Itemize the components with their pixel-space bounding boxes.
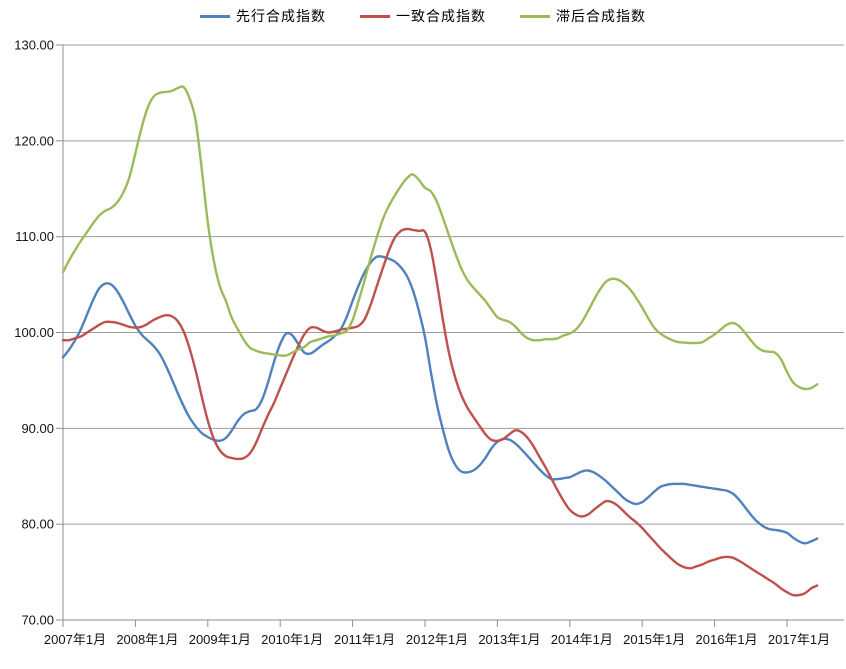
x-tick-label: 2011年1月	[334, 632, 395, 647]
x-tick-label: 2007年1月	[44, 632, 106, 647]
legend-line-swatch	[200, 14, 230, 18]
x-tick-label: 2009年1月	[189, 632, 251, 647]
leading-index-line	[61, 255, 819, 545]
x-tick-label: 2008年1月	[116, 632, 178, 647]
legend-item-leading-index[interactable]: 先行合成指数	[200, 6, 326, 26]
legend-label: 先行合成指数	[236, 8, 326, 24]
y-tick-label: 80.00	[21, 517, 54, 532]
x-tick-label: 2016年1月	[696, 632, 758, 647]
y-tick-label: 90.00	[21, 421, 54, 436]
x-tick-label: 2015年1月	[623, 632, 685, 647]
chart-legend: 先行合成指数 一致合成指数 滞后合成指数	[0, 6, 846, 26]
legend-label: 一致合成指数	[396, 8, 486, 24]
legend-line-swatch	[360, 14, 390, 18]
x-tick-label: 2010年1月	[261, 632, 323, 647]
lagging-index-line	[61, 85, 819, 391]
x-tick-label: 2012年1月	[406, 632, 468, 647]
legend-item-coincident-index[interactable]: 一致合成指数	[360, 6, 486, 26]
coincident-index-line	[61, 227, 819, 597]
y-tick-label: 130.00	[14, 38, 54, 53]
x-tick-label: 2013年1月	[478, 632, 540, 647]
x-tick-label: 2014年1月	[551, 632, 613, 647]
legend-line-swatch	[520, 14, 550, 18]
y-tick-label: 70.00	[21, 613, 54, 628]
legend-item-lagging-index[interactable]: 滞后合成指数	[520, 6, 646, 26]
y-tick-label: 100.00	[14, 325, 54, 340]
y-tick-label: 120.00	[14, 133, 54, 148]
x-tick-label: 2017年1月	[768, 632, 830, 647]
y-tick-label: 110.00	[15, 229, 54, 244]
legend-label: 滞后合成指数	[556, 8, 646, 24]
